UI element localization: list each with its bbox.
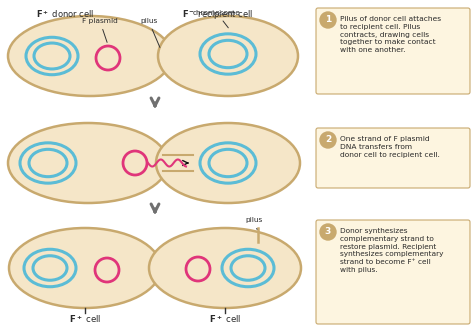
Ellipse shape <box>161 51 175 60</box>
Text: One strand of F plasmid
DNA transfers from
donor cell to recipient cell.: One strand of F plasmid DNA transfers fr… <box>340 136 440 157</box>
Text: Donor synthesizes
complementary strand to
restore plasmid. Recipient
synthesizes: Donor synthesizes complementary strand t… <box>340 228 444 273</box>
FancyBboxPatch shape <box>316 8 470 94</box>
Text: 1: 1 <box>325 16 331 24</box>
Ellipse shape <box>9 228 161 308</box>
Circle shape <box>320 224 336 240</box>
Ellipse shape <box>149 228 301 308</box>
Text: pilus: pilus <box>140 18 160 48</box>
FancyBboxPatch shape <box>316 128 470 188</box>
Text: Pilus of donor cell attaches
to recipient cell. Pilus
contracts, drawing cells
t: Pilus of donor cell attaches to recipien… <box>340 16 441 53</box>
Text: $\bf{F^+}$ cell: $\bf{F^+}$ cell <box>209 313 241 325</box>
Text: chromosome: chromosome <box>193 10 241 28</box>
Text: $\bf{F^-}$ recipient cell: $\bf{F^-}$ recipient cell <box>182 8 254 21</box>
Text: 2: 2 <box>325 136 331 145</box>
Circle shape <box>320 132 336 148</box>
Text: pilus: pilus <box>245 217 262 229</box>
FancyBboxPatch shape <box>316 220 470 324</box>
Text: 3: 3 <box>325 227 331 237</box>
Circle shape <box>320 12 336 28</box>
Ellipse shape <box>156 123 300 203</box>
FancyBboxPatch shape <box>163 155 193 171</box>
Ellipse shape <box>158 16 298 96</box>
Ellipse shape <box>8 16 172 96</box>
Ellipse shape <box>8 123 168 203</box>
Text: F plasmid: F plasmid <box>82 18 118 42</box>
Text: $\bf{F^+}$ donor cell: $\bf{F^+}$ donor cell <box>36 8 94 20</box>
Text: $\bf{F^+}$ cell: $\bf{F^+}$ cell <box>69 313 101 325</box>
